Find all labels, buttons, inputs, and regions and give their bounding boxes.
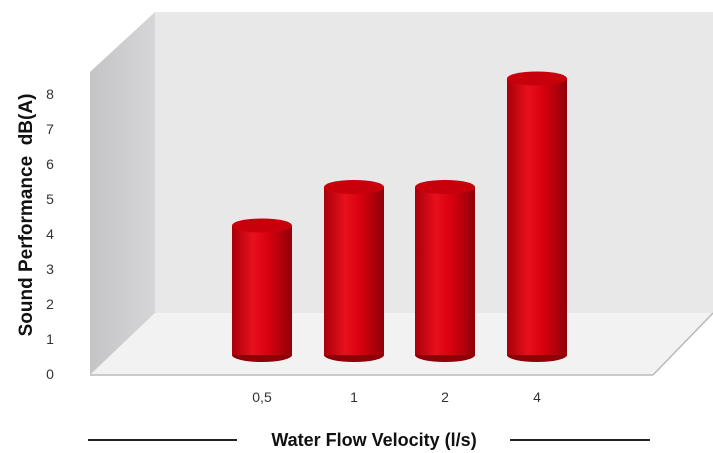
bars xyxy=(232,71,567,362)
bar-top xyxy=(232,218,292,233)
bar xyxy=(232,218,292,362)
x-tick-label: 2 xyxy=(441,389,449,405)
bar-body xyxy=(415,187,475,355)
bar-body xyxy=(507,78,567,355)
x-tick-label: 4 xyxy=(533,389,541,405)
bar-body xyxy=(324,187,384,355)
y-tick-label: 5 xyxy=(46,191,54,207)
y-tick-label: 0 xyxy=(46,366,54,382)
floor-edge-right xyxy=(652,312,713,376)
bar xyxy=(415,180,475,362)
plot-area xyxy=(90,12,713,376)
y-axis-title: Sound Performance dB(A) xyxy=(16,94,37,337)
bar xyxy=(507,71,567,362)
bar-top xyxy=(507,71,567,86)
y-tick-label: 4 xyxy=(46,226,54,242)
x-axis-title: Water Flow Velocity (l/s) xyxy=(271,430,476,450)
y-axis-ticks: 0 1 2 3 4 5 6 7 8 xyxy=(46,86,54,382)
side-wall xyxy=(90,12,155,375)
x-axis-ticks: 0,5 1 2 4 xyxy=(252,389,541,405)
y-tick-label: 3 xyxy=(46,261,54,277)
bar-body xyxy=(232,225,292,355)
x-axis-title-group: Water Flow Velocity (l/s) xyxy=(88,430,650,450)
bar-top xyxy=(415,180,475,194)
y-tick-label: 1 xyxy=(46,331,54,347)
y-tick-label: 7 xyxy=(46,121,54,137)
bar-top xyxy=(324,180,384,194)
y-tick-label: 6 xyxy=(46,156,54,172)
y-tick-label: 2 xyxy=(46,296,54,312)
y-tick-label: 8 xyxy=(46,86,54,102)
bar xyxy=(324,180,384,362)
floor xyxy=(90,313,713,375)
x-tick-label: 0,5 xyxy=(252,389,272,405)
x-tick-label: 1 xyxy=(350,389,358,405)
